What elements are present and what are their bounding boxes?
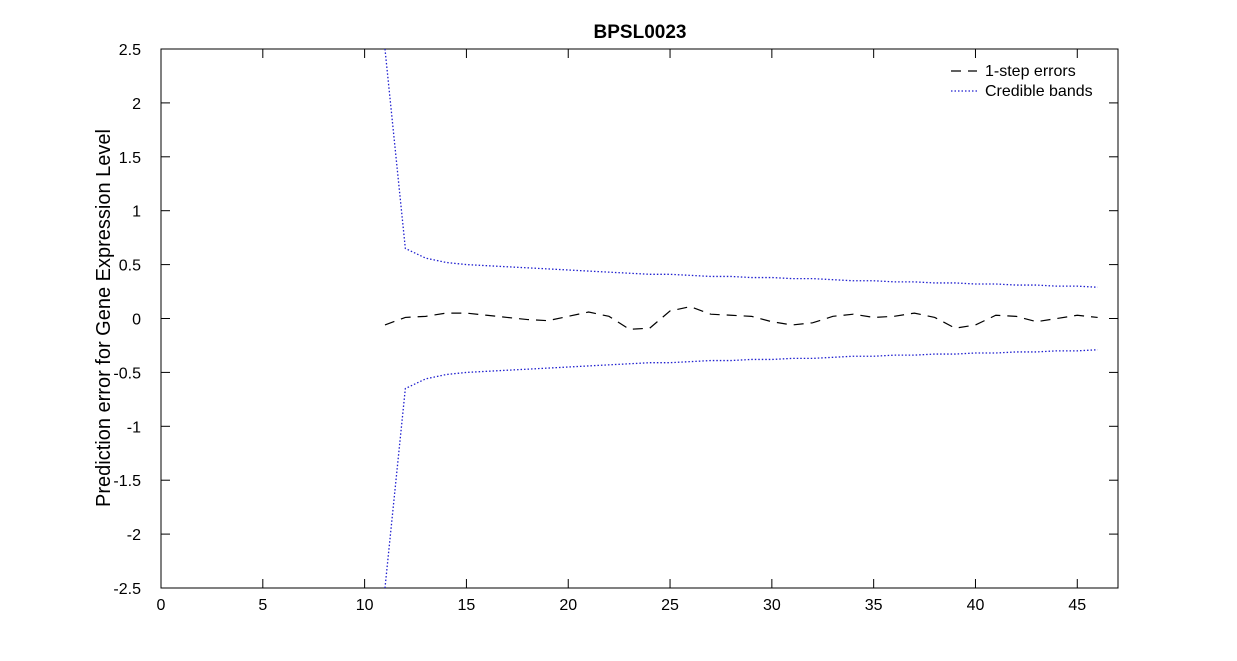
y-tick-label: 2	[132, 96, 141, 113]
chart-title: BPSL0023	[594, 22, 687, 43]
legend-label: Credible bands	[985, 83, 1093, 100]
x-tick-label: 20	[559, 597, 577, 614]
y-tick-label: 1	[132, 204, 141, 221]
x-tick-label: 35	[865, 597, 883, 614]
y-tick-label: -2	[127, 527, 141, 544]
x-tick-label: 0	[157, 597, 166, 614]
y-tick-label: 1.5	[119, 150, 141, 167]
x-tick-label: 25	[661, 597, 679, 614]
x-tick-label: 45	[1068, 597, 1086, 614]
x-tick-label: 5	[258, 597, 267, 614]
legend-label: 1-step errors	[985, 63, 1076, 80]
x-tick-label: 15	[458, 597, 476, 614]
plot-area: 0 5 10 15 20 25 30 35 40 45 -2.5 -2 -1.5 -1 -0.5 0 0.5 1 1…	[113, 42, 1119, 614]
y-tick-label: 2.5	[119, 42, 141, 59]
y-tick-label: -1.5	[113, 473, 141, 490]
y-tick-label: -0.5	[113, 365, 141, 382]
x-tick-label: 10	[356, 597, 374, 614]
series-line-step-errors	[384, 306, 1098, 330]
y-tick-label: -1	[127, 419, 141, 436]
series-line-credible-band-upper	[384, 49, 1098, 288]
x-tick-label: 40	[967, 597, 985, 614]
y-tick-label: 0.5	[119, 258, 141, 275]
y-tick-label: 0	[132, 312, 141, 329]
series-line-credible-band-lower	[384, 349, 1098, 588]
y-tick-label: -2.5	[113, 581, 141, 598]
x-tick-label: 30	[763, 597, 781, 614]
legend: 1-step errors Credible bands	[951, 63, 1093, 100]
y-axis-label: Prediction error for Gene Expression Lev…	[93, 129, 115, 507]
